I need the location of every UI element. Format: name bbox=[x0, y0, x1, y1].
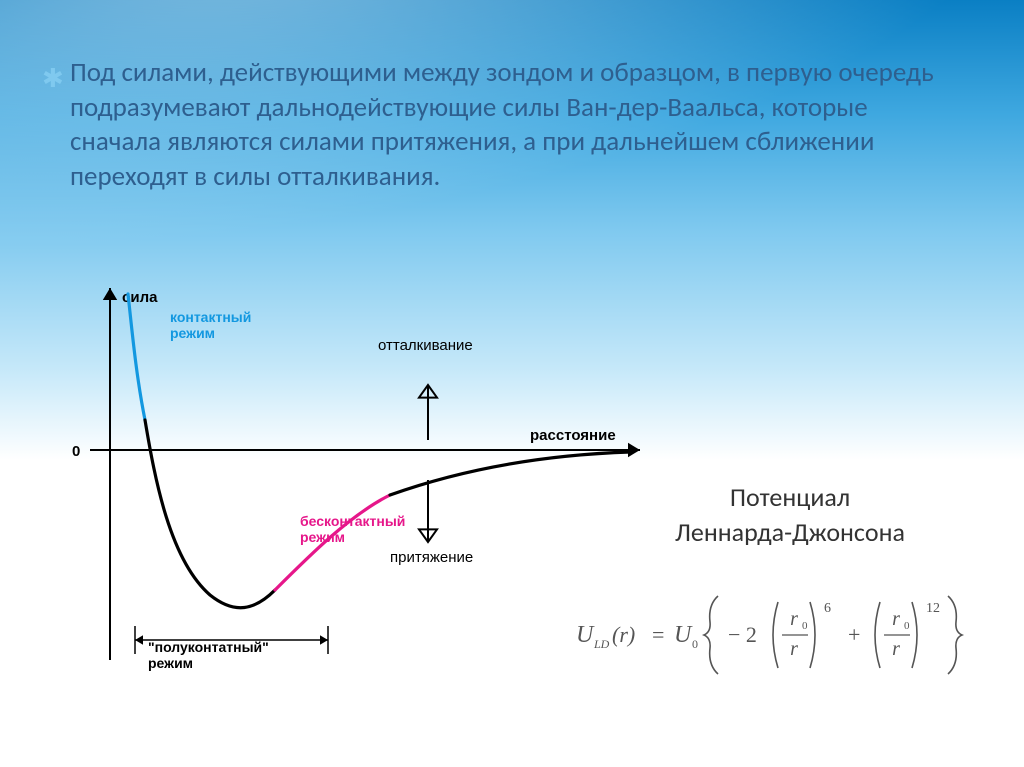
svg-text:6: 6 bbox=[824, 601, 831, 616]
svg-text:=: = bbox=[652, 622, 664, 647]
formula-equation: ULD(r)=U0− 2r0r6+r0r12 bbox=[560, 590, 1020, 685]
svg-text:притяжение: притяжение bbox=[390, 549, 473, 566]
svg-text:12: 12 bbox=[926, 601, 940, 616]
svg-text:0: 0 bbox=[72, 443, 80, 460]
svg-text:U: U bbox=[576, 622, 595, 648]
svg-text:r: r bbox=[790, 608, 798, 630]
svg-text:бесконтактный: бесконтактный bbox=[300, 513, 405, 529]
svg-text:(r): (r) bbox=[612, 622, 635, 647]
svg-text:режим: режим bbox=[300, 529, 345, 545]
svg-text:0: 0 bbox=[692, 637, 698, 651]
svg-text:отталкивание: отталкивание bbox=[378, 337, 473, 354]
svg-text:− 2: − 2 bbox=[728, 622, 757, 647]
formula-area: Потенциал Леннарда-Джонсона ULD(r)=U0− 2… bbox=[560, 480, 1020, 685]
svg-text:0: 0 bbox=[802, 620, 808, 632]
formula-title: Потенциал Леннарда-Джонсона bbox=[560, 480, 1020, 550]
svg-text:режим: режим bbox=[148, 655, 193, 671]
paragraph-text: Под силами, действующими между зондом и … bbox=[70, 56, 950, 194]
svg-text:0: 0 bbox=[904, 620, 910, 632]
formula-title-line2: Леннарда-Джонсона bbox=[675, 516, 905, 548]
svg-text:r: r bbox=[892, 608, 900, 630]
svg-text:режим: режим bbox=[170, 325, 215, 341]
formula-title-line1: Потенциал bbox=[730, 481, 850, 513]
svg-text:r: r bbox=[790, 638, 798, 660]
svg-text:+: + bbox=[848, 622, 860, 647]
svg-text:расстояние: расстояние bbox=[530, 427, 616, 444]
svg-text:r: r bbox=[892, 638, 900, 660]
svg-text:U: U bbox=[674, 622, 693, 648]
main-text-block: ✱ Под силами, действующими между зондом … bbox=[70, 56, 950, 194]
svg-text:контактный: контактный bbox=[170, 309, 251, 325]
svg-text:LD: LD bbox=[593, 637, 610, 651]
svg-text:"полуконтатный": "полуконтатный" bbox=[148, 639, 269, 655]
bullet-icon: ✱ bbox=[42, 62, 64, 94]
